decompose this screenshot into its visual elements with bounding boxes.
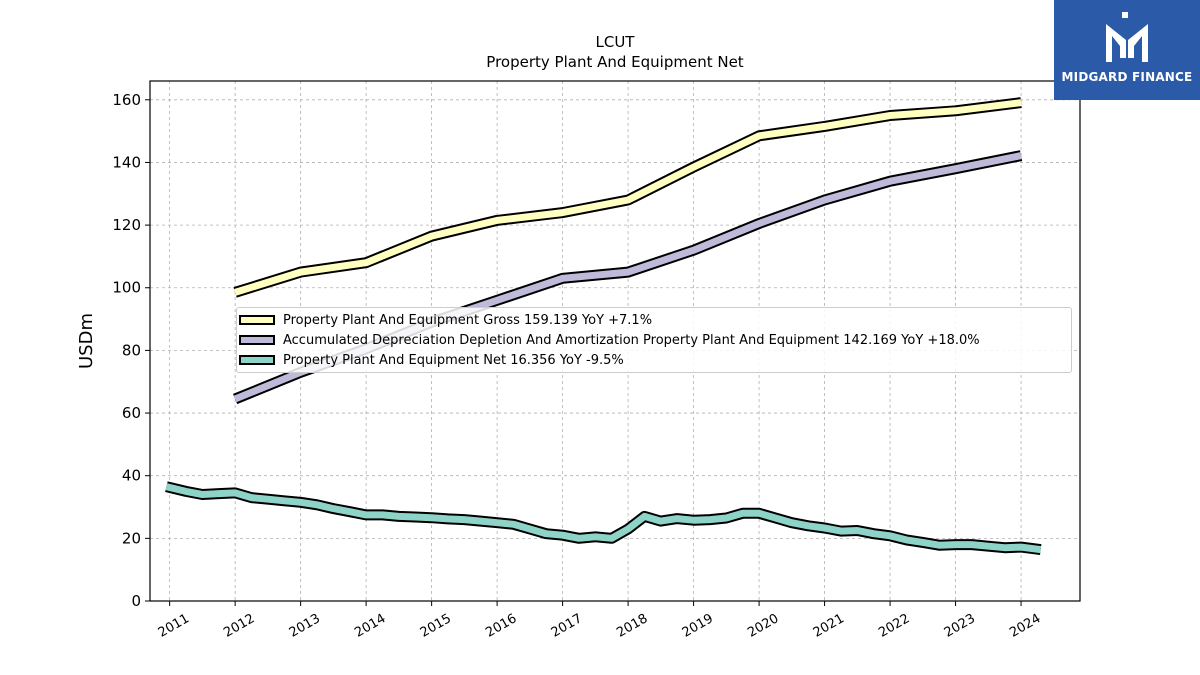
x-tick-label: 2016 (483, 611, 519, 641)
legend-swatch-depreciation (239, 335, 275, 345)
chart-subtitle: Property Plant And Equipment Net (486, 53, 743, 71)
legend-label-depreciation: Accumulated Depreciation Depletion And A… (283, 332, 980, 348)
legend-label-gross: Property Plant And Equipment Gross 159.1… (283, 312, 653, 328)
y-tick-label: 160 (112, 91, 141, 109)
legend-label-net: Property Plant And Equipment Net 16.356 … (283, 352, 624, 368)
legend: Property Plant And Equipment Gross 159.1… (236, 307, 1072, 373)
y-tick-label: 100 (112, 279, 141, 297)
y-axis-label: USDm (76, 313, 97, 369)
legend-item-net: Property Plant And Equipment Net 16.356 … (239, 351, 624, 369)
x-tick-label: 2011 (156, 611, 192, 641)
x-tick-label: 2019 (680, 611, 716, 641)
y-tick-label: 0 (131, 592, 141, 610)
x-tick-label: 2015 (418, 611, 454, 641)
x-tick-label: 2024 (1007, 611, 1043, 641)
x-axis: 2011 2012 2013 2014 2015 2016 2017 2018 2019 2020… (156, 601, 1043, 641)
y-tick-label: 60 (122, 404, 141, 422)
plot-frame (149, 80, 1081, 602)
x-tick-label: 2018 (614, 611, 650, 641)
x-tick-label: 2013 (287, 611, 323, 641)
x-tick-label: 2020 (745, 611, 781, 641)
legend-item-gross: Property Plant And Equipment Gross 159.1… (239, 311, 652, 329)
legend-swatch-net (239, 355, 275, 365)
y-tick-label: 140 (112, 153, 141, 171)
legend-item-depreciation: Accumulated Depreciation Depletion And A… (239, 331, 980, 349)
y-tick-label: 120 (112, 216, 141, 234)
x-tick-label: 2022 (876, 611, 912, 641)
chart-title: LCUT (596, 33, 636, 51)
y-tick-label: 20 (122, 529, 141, 547)
brand-name: MIDGARD FINANCE (1061, 70, 1193, 84)
y-axis: 0 20 40 60 80 100 120 140 160 (112, 91, 150, 610)
legend-swatch-gross (239, 315, 275, 325)
x-tick-label: 2017 (549, 611, 585, 641)
x-tick-label: 2023 (942, 611, 978, 641)
x-tick-label: 2012 (221, 611, 257, 641)
midgard-logo-icon (1106, 12, 1148, 62)
x-tick-label: 2021 (811, 611, 847, 641)
y-tick-label: 80 (122, 341, 141, 359)
series-line-0 (234, 99, 1022, 296)
x-tick-label: 2014 (352, 611, 388, 641)
series-line-2 (165, 483, 1042, 554)
y-tick-label: 40 (122, 467, 141, 485)
brand-logo: MIDGARD FINANCE (1054, 0, 1200, 100)
